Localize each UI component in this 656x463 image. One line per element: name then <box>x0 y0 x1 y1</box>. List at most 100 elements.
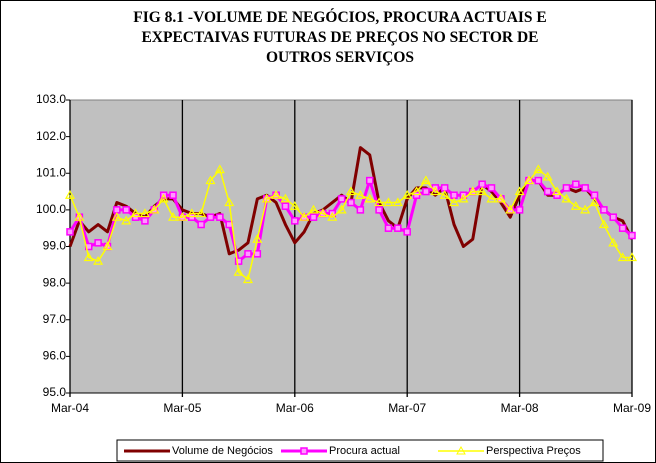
x-tick-label: Mar-07 <box>388 401 426 415</box>
y-tick-label: 101.0 <box>36 165 66 179</box>
marker <box>205 175 216 185</box>
marker <box>392 197 403 207</box>
marker <box>186 208 197 218</box>
marker <box>216 213 224 221</box>
marker <box>430 186 441 196</box>
marker <box>122 206 130 214</box>
marker <box>336 204 347 214</box>
marker <box>149 204 160 214</box>
marker <box>628 231 636 240</box>
marker <box>374 197 385 207</box>
y-tick-label: 95.0 <box>43 385 67 399</box>
legend-box <box>116 439 604 462</box>
marker <box>356 206 365 214</box>
marker <box>617 252 628 262</box>
marker <box>169 191 177 199</box>
marker <box>281 202 290 210</box>
y-tick-label: 99.0 <box>43 239 67 253</box>
marker <box>543 187 552 196</box>
marker <box>289 201 300 210</box>
marker <box>280 193 291 203</box>
marker <box>394 224 402 232</box>
marker <box>608 237 619 247</box>
marker <box>261 193 272 203</box>
marker <box>364 193 375 203</box>
marker <box>534 176 543 185</box>
marker <box>580 204 591 214</box>
marker <box>233 266 244 276</box>
marker <box>495 193 506 203</box>
marker <box>411 186 422 196</box>
marker <box>467 186 478 196</box>
marker <box>572 180 580 188</box>
chart-title: FIG 8.1 -VOLUME DE NEGÓCIOS, PROCURA ACT… <box>133 9 547 66</box>
marker <box>486 193 497 203</box>
marker <box>224 197 235 207</box>
marker <box>196 208 207 218</box>
marker <box>589 197 600 207</box>
marker <box>345 186 357 196</box>
marker <box>299 211 310 221</box>
marker <box>317 208 328 218</box>
marker <box>139 208 150 218</box>
marker <box>505 204 516 214</box>
marker <box>141 217 149 225</box>
marker <box>242 274 254 284</box>
y-tick-label: 96.0 <box>43 349 67 363</box>
y-tick-label: 100.0 <box>36 202 66 216</box>
marker <box>542 171 553 181</box>
marker <box>570 201 581 210</box>
marker <box>365 176 374 185</box>
marker <box>234 257 243 265</box>
marker <box>177 211 188 221</box>
marker <box>533 164 544 174</box>
marker <box>600 206 608 214</box>
marker <box>121 215 132 225</box>
marker <box>458 193 469 203</box>
marker <box>561 193 572 203</box>
x-tick-label: Mar-09 <box>613 401 651 415</box>
marker <box>383 197 394 207</box>
marker <box>448 197 460 207</box>
marker <box>450 191 458 199</box>
marker <box>420 175 431 185</box>
marker <box>309 213 318 221</box>
marker <box>422 187 430 196</box>
x-tick-label: Mar-04 <box>51 401 89 415</box>
marker <box>347 198 355 207</box>
y-tick-label: 102.0 <box>36 129 66 143</box>
marker <box>609 213 618 221</box>
legend-marker <box>300 447 308 455</box>
marker <box>403 228 411 236</box>
marker <box>83 252 94 262</box>
marker <box>64 190 76 199</box>
marker <box>514 186 525 196</box>
marker <box>102 241 113 251</box>
marker <box>581 184 589 192</box>
marker <box>515 206 524 214</box>
series-line <box>69 168 632 281</box>
marker <box>214 164 225 174</box>
marker <box>355 190 366 199</box>
marker <box>626 252 638 262</box>
marker <box>113 206 121 214</box>
marker <box>111 211 122 221</box>
marker <box>158 193 169 203</box>
marker <box>206 213 215 221</box>
y-tick-label: 103.0 <box>36 92 66 106</box>
marker <box>552 186 563 196</box>
legend-label: Procura actual <box>329 445 400 457</box>
plot-area <box>69 99 633 394</box>
marker <box>477 186 488 196</box>
marker <box>402 190 413 199</box>
marker <box>375 206 383 214</box>
x-tick-label: Mar-05 <box>163 401 201 415</box>
marker <box>308 204 319 214</box>
marker <box>253 250 262 258</box>
x-tick-label: Mar-08 <box>501 401 539 415</box>
marker <box>271 190 282 199</box>
marker <box>487 184 496 192</box>
marker <box>384 224 393 232</box>
legend-label: Perspectiva Preços <box>486 445 581 457</box>
legend-label: Volume de Negócios <box>172 445 273 457</box>
